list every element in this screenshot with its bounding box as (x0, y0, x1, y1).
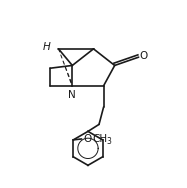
Text: H: H (43, 42, 51, 52)
Text: O: O (83, 134, 91, 144)
Text: O: O (140, 51, 148, 61)
Text: 3: 3 (107, 137, 112, 146)
Text: N: N (68, 89, 76, 100)
Text: CH: CH (93, 134, 108, 144)
